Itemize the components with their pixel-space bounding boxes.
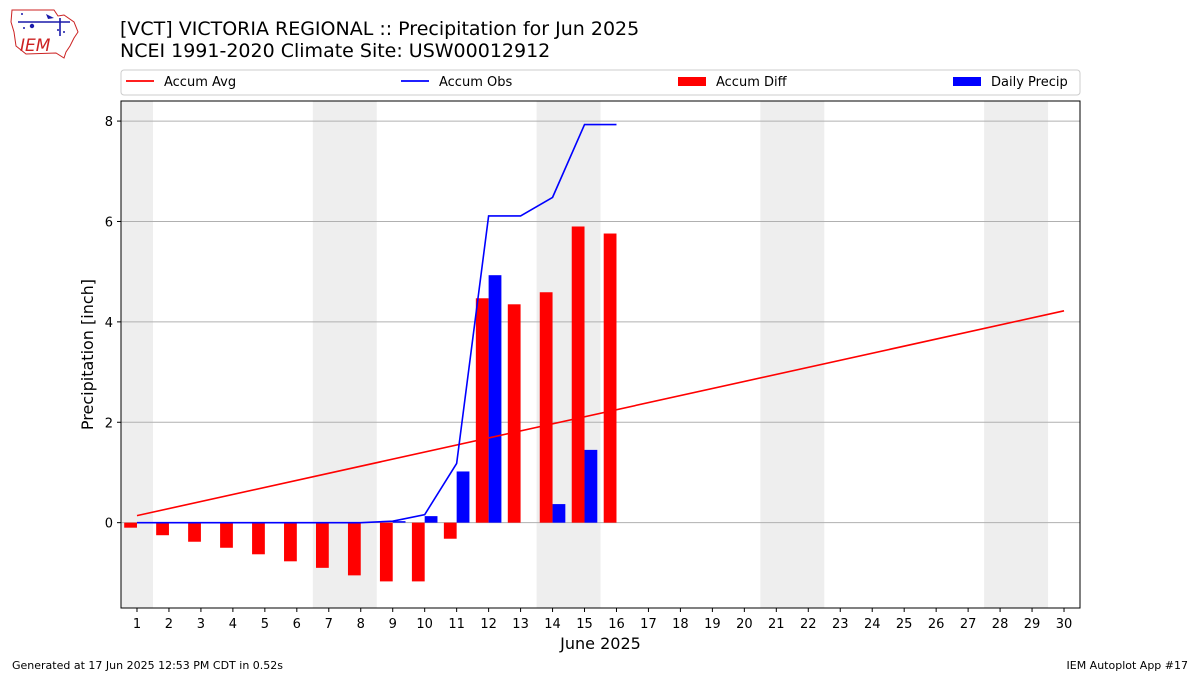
weekend-shade bbox=[760, 101, 825, 608]
legend-label: Accum Diff bbox=[716, 75, 788, 90]
x-tick-label: 12 bbox=[480, 617, 497, 632]
x-tick-label: 7 bbox=[325, 617, 333, 632]
x-tick-label: 27 bbox=[960, 617, 977, 632]
grid-lines bbox=[121, 120, 1080, 524]
accum-diff-bar bbox=[220, 522, 233, 548]
legend-label: Accum Obs bbox=[439, 75, 512, 90]
x-tick-label: 26 bbox=[928, 617, 945, 632]
daily-precip-bar bbox=[456, 471, 470, 523]
bars bbox=[124, 226, 617, 582]
x-tick-label: 6 bbox=[293, 617, 301, 632]
x-tick-label: 5 bbox=[261, 617, 269, 632]
x-tick-label: 20 bbox=[736, 617, 753, 632]
x-tick-label: 2 bbox=[165, 617, 173, 632]
lines bbox=[136, 123, 1065, 524]
x-tick-label: 18 bbox=[672, 617, 689, 632]
accum-diff-bar bbox=[443, 522, 457, 539]
accum-diff-bar bbox=[315, 522, 329, 568]
x-tick-label: 19 bbox=[704, 617, 721, 632]
y-tick-label: 6 bbox=[105, 215, 113, 230]
accum-diff-bar bbox=[507, 304, 521, 523]
x-tick-label: 9 bbox=[389, 617, 397, 632]
daily-precip-bar bbox=[424, 516, 438, 523]
accum-diff-bar bbox=[539, 292, 553, 523]
x-tick-label: 28 bbox=[992, 617, 1009, 632]
x-tick-label: 25 bbox=[896, 617, 913, 632]
x-tick-label: 13 bbox=[512, 617, 529, 632]
weekend-shade bbox=[984, 101, 1049, 608]
x-tick-label: 11 bbox=[448, 617, 465, 632]
accum-diff-bar bbox=[188, 522, 201, 542]
x-axis-ticks: 1 2 3 4 5 6 7 8 9 10 11 12 13 14 15 16 17 18 19 20 21 22 23 24 2… bbox=[133, 608, 1072, 632]
accum-diff-bar bbox=[156, 522, 169, 536]
footer-app-text: IEM Autoplot App #17 bbox=[1066, 659, 1189, 672]
daily-precip-bar bbox=[552, 504, 566, 523]
x-tick-label: 15 bbox=[576, 617, 593, 632]
legend-swatch bbox=[678, 77, 706, 86]
x-tick-label: 1 bbox=[133, 617, 141, 632]
accum-diff-bar bbox=[252, 522, 265, 555]
accum-diff-bar bbox=[284, 522, 297, 562]
x-tick-label: 8 bbox=[357, 617, 365, 632]
accum-diff-bar bbox=[571, 226, 585, 523]
accum-diff-bar bbox=[475, 298, 489, 523]
iem-logo: IEM bbox=[10, 9, 79, 59]
footer-generated-text: Generated at 17 Jun 2025 12:53 PM CDT in… bbox=[12, 659, 284, 672]
daily-precip-bar bbox=[584, 449, 598, 523]
plot-frame bbox=[120, 100, 1081, 609]
y-tick-label: 8 bbox=[105, 115, 113, 130]
chart-title: [VCT] VICTORIA REGIONAL :: Precipitation… bbox=[120, 18, 640, 40]
accum-obs-line bbox=[136, 123, 617, 524]
x-axis-label: June 2025 bbox=[559, 634, 641, 653]
x-tick-label: 10 bbox=[416, 617, 433, 632]
x-tick-label: 30 bbox=[1056, 617, 1073, 632]
x-tick-label: 14 bbox=[544, 617, 561, 632]
x-tick-label: 16 bbox=[608, 617, 625, 632]
daily-precip-bar bbox=[392, 521, 406, 523]
accum-diff-bar bbox=[411, 522, 425, 582]
weekend-shade bbox=[121, 101, 153, 608]
chart-subtitle: NCEI 1991-2020 Climate Site: USW00012912 bbox=[120, 40, 551, 62]
accum-diff-bar bbox=[379, 522, 393, 582]
x-tick-label: 4 bbox=[229, 617, 237, 632]
x-tick-label: 3 bbox=[197, 617, 205, 632]
x-tick-label: 29 bbox=[1024, 617, 1041, 632]
accum-diff-bar bbox=[347, 522, 361, 576]
x-tick-label: 24 bbox=[864, 617, 881, 632]
x-tick-label: 23 bbox=[832, 617, 849, 632]
legend-box bbox=[120, 69, 1081, 96]
x-tick-label: 17 bbox=[640, 617, 657, 632]
logo-text: IEM bbox=[20, 36, 51, 56]
accum-avg-line bbox=[136, 310, 1065, 517]
accum-diff-bar bbox=[603, 233, 617, 523]
legend: Accum Avg Accum Obs Accum Diff Daily Precip bbox=[120, 69, 1081, 96]
y-axis-ticks: 0 2 4 6 8 bbox=[105, 115, 121, 532]
y-tick-label: 2 bbox=[105, 416, 113, 431]
x-tick-label: 22 bbox=[800, 617, 817, 632]
legend-label: Accum Avg bbox=[164, 75, 236, 90]
legend-swatch bbox=[953, 77, 981, 86]
y-tick-label: 0 bbox=[105, 517, 113, 532]
legend-label: Daily Precip bbox=[991, 75, 1068, 90]
accum-diff-bar bbox=[124, 522, 137, 528]
daily-precip-bar bbox=[488, 275, 502, 523]
x-tick-label: 21 bbox=[768, 617, 785, 632]
y-tick-label: 4 bbox=[105, 316, 113, 331]
y-axis-label: Precipitation [inch] bbox=[78, 279, 97, 430]
